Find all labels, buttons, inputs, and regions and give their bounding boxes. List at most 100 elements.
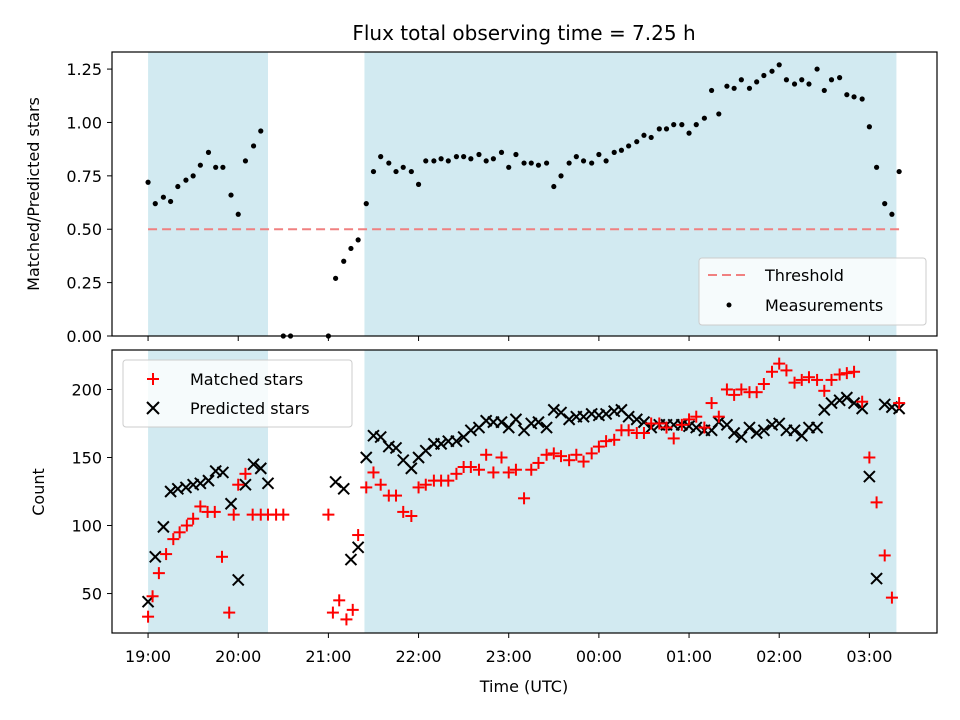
measurement-point	[341, 258, 347, 264]
predicted-star-point	[360, 451, 373, 464]
count-y-ticks: 50 100 150 200	[71, 380, 112, 604]
x-tick-label: 00:00	[576, 647, 622, 666]
matched-star-point	[352, 529, 365, 542]
measurement-point	[566, 160, 572, 166]
predicted-star-point	[750, 426, 763, 440]
y-tick-label: 1.00	[66, 113, 102, 132]
ratio-y-axis-label: Matched/Predicted stars	[24, 97, 43, 291]
predicted-star-point	[239, 478, 252, 491]
y-tick-label: 0.25	[66, 274, 102, 293]
predicted-star-point	[757, 424, 771, 437]
measurement-point	[378, 154, 384, 160]
predicted-star-point	[224, 497, 238, 510]
measurement-point	[799, 77, 805, 83]
matched-star-point	[532, 456, 545, 469]
count-y-axis-label: Count	[29, 468, 48, 516]
matched-star-point	[464, 461, 477, 474]
x-tick-label: 20:00	[215, 647, 261, 666]
predicted-star-point	[690, 421, 703, 434]
matched-star-point	[487, 466, 500, 479]
matched-star-point	[442, 474, 455, 487]
measurement-point	[573, 154, 579, 160]
matched-star-point	[660, 421, 673, 434]
matched-star-point	[360, 481, 373, 494]
matched-star-point	[683, 413, 696, 426]
predicted-star-point	[547, 403, 561, 417]
predicted-star-point	[194, 477, 207, 490]
measurement-point	[558, 173, 564, 179]
matched-star-point	[780, 364, 793, 377]
measurement-point	[250, 143, 257, 149]
matched-star-point	[728, 388, 741, 401]
count-markers	[141, 357, 906, 626]
panel-ratio: 0.00 0.25 0.50 0.75 1.00 1.25 Matched/Predict…	[24, 51, 938, 346]
predicted-star-point	[464, 424, 478, 437]
measurement-point	[543, 160, 550, 166]
matched-star-point	[637, 426, 650, 439]
matched-star-point	[750, 386, 763, 399]
predicted-star-point	[344, 553, 358, 566]
measurement-point	[400, 164, 406, 170]
measurement-point	[235, 211, 241, 217]
measurement-point	[506, 164, 512, 170]
measurement-point	[814, 66, 820, 72]
x-tick-label: 01:00	[666, 647, 712, 666]
x-tick-label: 03:00	[846, 647, 892, 666]
measurement-point	[806, 81, 812, 87]
x-tick-label: 23:00	[486, 647, 532, 666]
predicted-star-point	[389, 441, 403, 455]
matched-star-point	[495, 451, 508, 464]
matched-star-point	[173, 526, 186, 539]
measurement-point	[882, 201, 888, 207]
matched-star-point	[802, 371, 815, 384]
matched-star-point	[405, 509, 418, 522]
matched-star-point	[340, 613, 353, 626]
matched-star-point	[480, 448, 493, 461]
measurement-point	[461, 154, 467, 160]
matched-star-point	[766, 365, 778, 378]
matched-star-point	[397, 505, 410, 518]
measurement-point	[754, 79, 760, 85]
observing-window-shade	[148, 52, 268, 336]
measurement-point	[445, 158, 451, 164]
measurement-point	[776, 62, 782, 68]
measurement-point	[453, 154, 460, 160]
panel-count: 50 100 150 200 19:00 20:00 21:00 22:00 23:00 00:…	[29, 349, 938, 696]
predicted-star-point	[164, 485, 177, 498]
measurement-point	[716, 111, 722, 117]
matched-star-point	[795, 373, 808, 386]
matched-star-point	[856, 395, 869, 408]
measurement-point	[438, 156, 444, 162]
measurement-point	[783, 77, 790, 83]
matched-star-point	[825, 373, 838, 386]
predicted-star-point	[351, 541, 365, 554]
matched-star-point	[848, 365, 861, 378]
measurement-point	[589, 160, 595, 166]
predicted-star-point	[149, 550, 162, 564]
predicted-star-point	[870, 572, 883, 585]
y-tick-label: 200	[71, 380, 102, 399]
measurement-point	[851, 94, 857, 100]
matched-star-point	[547, 447, 560, 460]
matched-star-point	[239, 467, 252, 480]
predicted-star-point	[247, 458, 260, 471]
x-tick-label: 21:00	[305, 647, 351, 666]
measurement-point	[596, 151, 602, 158]
chart-title: Flux total observing time = 7.25 h	[352, 21, 695, 45]
legend-measurements-label: Measurements	[765, 296, 883, 315]
measurement-point	[483, 158, 489, 164]
measurement-point	[866, 124, 872, 130]
measurement-point	[355, 237, 361, 243]
matched-star-point	[167, 533, 180, 546]
matched-star-point	[472, 463, 485, 476]
predicted-star-point	[509, 413, 523, 426]
measurement-point	[618, 147, 625, 153]
matched-star-point	[419, 478, 432, 491]
predicted-star-point	[157, 520, 170, 534]
measurement-point	[386, 160, 392, 166]
measurement-point	[679, 122, 685, 128]
predicted-star-point	[202, 474, 215, 487]
matched-star-point	[374, 478, 387, 491]
matched-star-point	[622, 424, 635, 437]
ratio-markers	[145, 62, 902, 339]
